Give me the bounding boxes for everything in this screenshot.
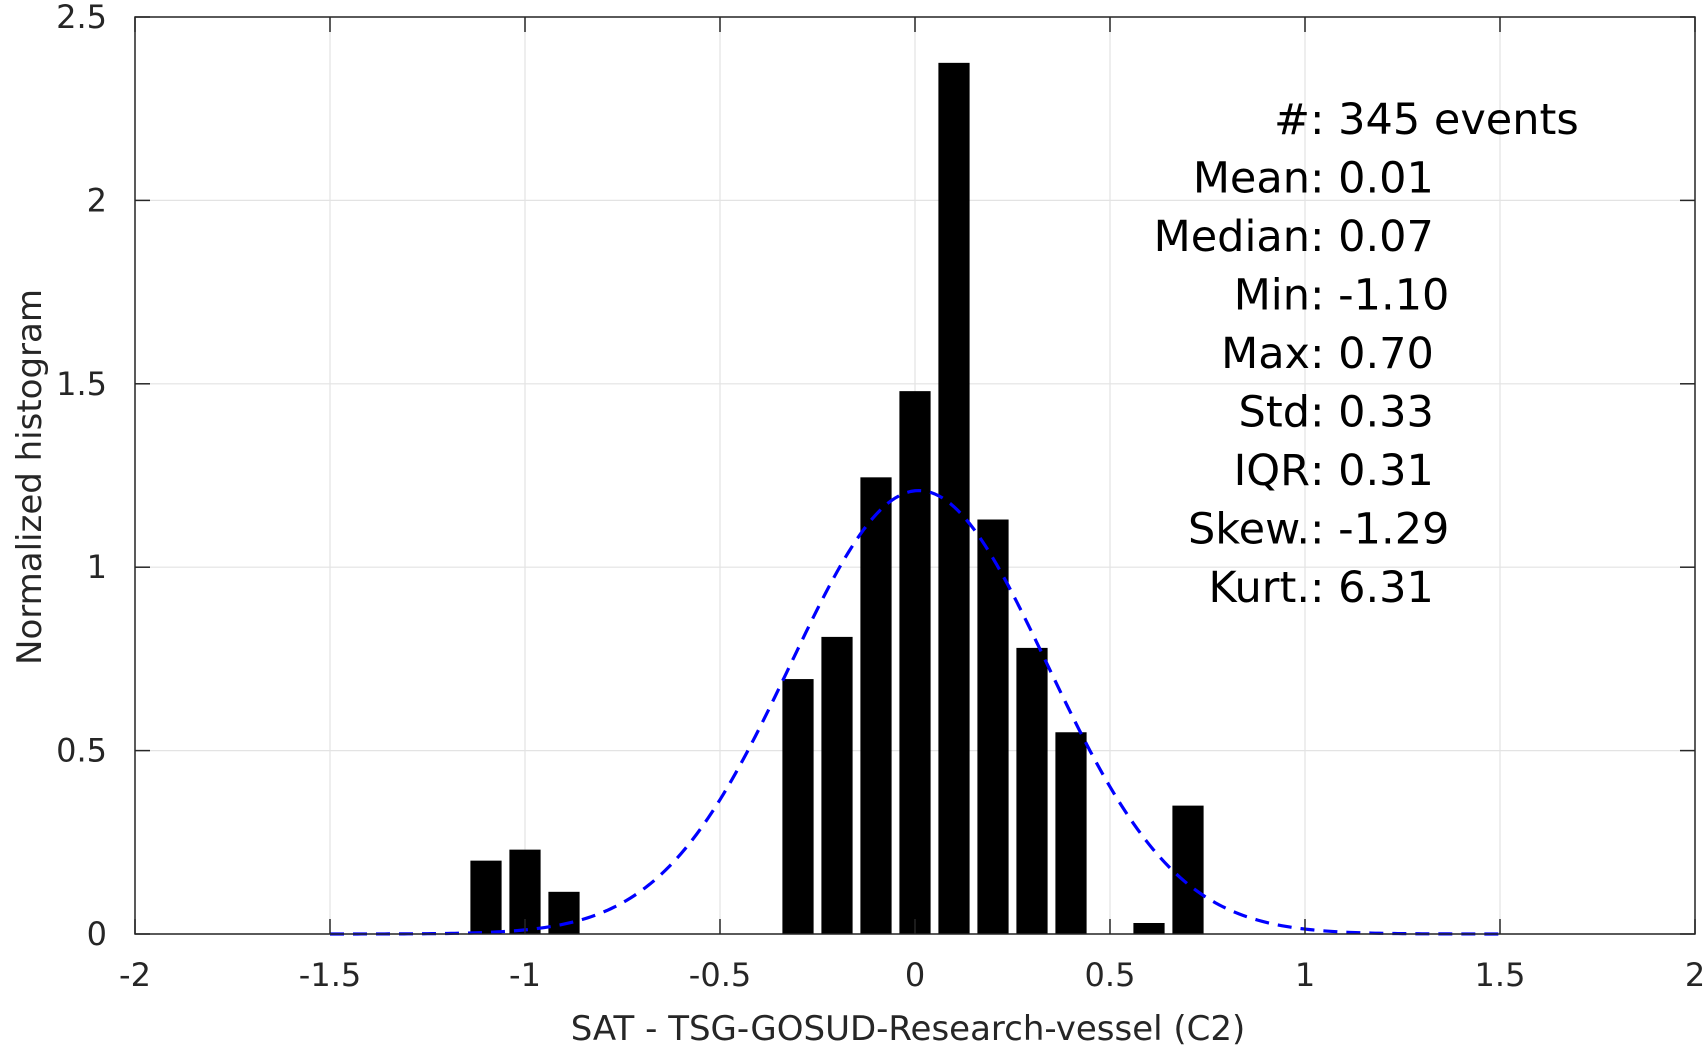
x-axis-label: SAT - TSG-GOSUD-Research-vessel (C2) xyxy=(571,1009,1246,1049)
stat-value: : 0.33 xyxy=(1310,388,1434,438)
y-tick-label: 2.5 xyxy=(56,0,107,36)
stat-value: : 6.31 xyxy=(1310,563,1434,613)
y-tick-labels: 0 0.5 1 1.5 2 2.5 xyxy=(56,0,107,953)
stat-label: Min xyxy=(1234,271,1310,321)
x-tick-label: -2 xyxy=(119,956,151,994)
y-tick-label: 2 xyxy=(87,181,107,219)
x-tick-label: 1.5 xyxy=(1475,956,1526,994)
stat-value: : 0.31 xyxy=(1310,446,1434,496)
stat-value: : 345 events xyxy=(1310,95,1579,145)
stat-label: Skew. xyxy=(1188,505,1310,555)
histogram-bar xyxy=(548,891,580,934)
histogram-bar xyxy=(1172,805,1204,934)
histogram-bar xyxy=(899,391,931,934)
stat-label: Std xyxy=(1239,388,1310,438)
x-tick-label: 1 xyxy=(1295,956,1315,994)
stat-value: : -1.29 xyxy=(1310,505,1449,555)
x-tick-label: -1.5 xyxy=(299,956,361,994)
histogram-bar xyxy=(821,636,853,934)
stat-value: : 0.07 xyxy=(1310,212,1434,262)
y-axis-label: Normalized histogram xyxy=(10,289,50,665)
histogram-bar xyxy=(470,860,502,934)
x-tick-label: -1 xyxy=(509,956,541,994)
stat-label: Median xyxy=(1154,212,1310,262)
histogram-bar xyxy=(938,62,970,935)
x-tick-label: -0.5 xyxy=(689,956,751,994)
histogram-bar xyxy=(1016,647,1048,934)
x-tick-label: 0.5 xyxy=(1085,956,1136,994)
stat-label: Max xyxy=(1221,329,1310,379)
histogram-bar xyxy=(977,519,1009,934)
histogram-bar xyxy=(782,679,814,934)
y-tick-label: 0 xyxy=(87,915,107,953)
y-tick-label: 1 xyxy=(87,548,107,586)
stat-label: Kurt. xyxy=(1208,563,1310,613)
stat-label: Mean xyxy=(1193,154,1310,204)
histogram-bar xyxy=(860,477,892,934)
histogram-bar xyxy=(1055,732,1087,934)
y-tick-label: 0.5 xyxy=(56,732,107,770)
axis-ticks xyxy=(134,16,1696,935)
x-tick-labels: -2 -1.5 -1 -0.5 0 0.5 1 1.5 2 xyxy=(119,956,1703,994)
stat-value: : -1.10 xyxy=(1310,271,1449,321)
y-tick-label: 1.5 xyxy=(56,365,107,403)
stat-value: : 0.70 xyxy=(1310,329,1434,379)
stat-label: IQR xyxy=(1234,446,1310,496)
x-tick-label: 2 xyxy=(1685,956,1703,994)
histogram-bar xyxy=(1133,922,1165,934)
x-tick-label: 0 xyxy=(905,956,925,994)
stat-value: : 0.01 xyxy=(1310,154,1434,204)
stat-label: # xyxy=(1274,95,1310,145)
